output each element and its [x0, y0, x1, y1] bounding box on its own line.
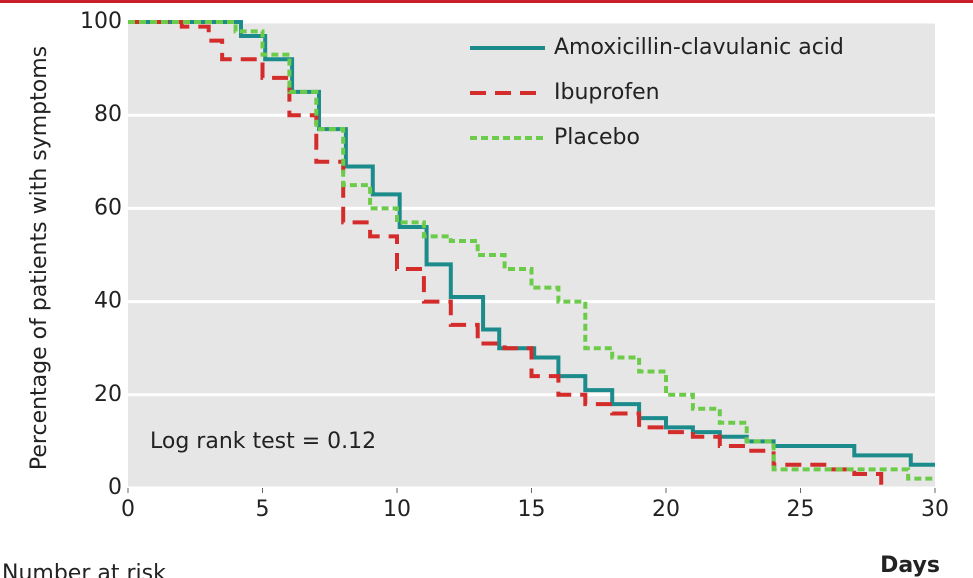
y-tick-label: 0: [108, 475, 122, 500]
y-axis-label: Percentage of patients with symptoms: [27, 46, 52, 470]
y-tick-label: 100: [80, 9, 122, 34]
x-tick-label: 15: [518, 497, 546, 522]
legend-label: Amoxicillin-clavulanic acid: [554, 35, 844, 60]
series-line: [128, 20, 884, 488]
y-tick-label: 40: [94, 289, 122, 314]
x-axis-label: Days: [880, 553, 940, 578]
legend-label: Placebo: [554, 125, 640, 150]
x-tick-label: 30: [921, 497, 949, 522]
x-tick-label: 5: [256, 497, 270, 522]
y-tick-label: 80: [94, 102, 122, 127]
plot-area: [128, 22, 935, 488]
y-tick-label: 20: [94, 382, 122, 407]
y-tick-label: 60: [94, 195, 122, 220]
x-tick-label: 0: [121, 497, 135, 522]
annotation: Log rank test = 0.12: [150, 429, 376, 454]
x-tick-label: 10: [383, 497, 411, 522]
top-rule: [0, 0, 973, 3]
legend-label: Ibuprofen: [554, 80, 660, 105]
x-tick-label: 20: [652, 497, 680, 522]
footer: Number at risk: [2, 561, 166, 578]
x-tick-label: 25: [787, 497, 815, 522]
series-line: [128, 20, 935, 481]
